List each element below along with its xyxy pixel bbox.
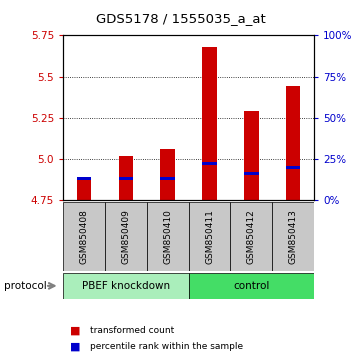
Bar (160, 149, 175, 200)
Bar (188, 273, 314, 299)
Bar (77, 180, 91, 200)
Text: control: control (233, 281, 270, 291)
Bar (202, 47, 217, 200)
Bar (230, 202, 272, 271)
Bar (286, 166, 300, 169)
Text: ■: ■ (70, 326, 81, 336)
Bar (77, 177, 91, 180)
Bar (272, 202, 314, 271)
Bar (202, 162, 217, 165)
Bar (244, 111, 259, 200)
Bar (160, 177, 175, 180)
Text: GSM850413: GSM850413 (289, 209, 298, 264)
Bar (105, 202, 147, 271)
Text: PBEF knockdown: PBEF knockdown (82, 281, 170, 291)
Text: protocol: protocol (4, 281, 46, 291)
Bar (147, 202, 188, 271)
Bar (118, 155, 133, 200)
Text: GSM850412: GSM850412 (247, 209, 256, 264)
Text: transformed count: transformed count (90, 326, 174, 336)
Text: ■: ■ (70, 342, 81, 352)
Bar (286, 86, 300, 200)
Bar (118, 177, 133, 180)
Text: GSM850411: GSM850411 (205, 209, 214, 264)
Text: GSM850408: GSM850408 (79, 209, 88, 264)
Text: percentile rank within the sample: percentile rank within the sample (90, 342, 243, 352)
Bar (63, 202, 105, 271)
Text: GSM850410: GSM850410 (163, 209, 172, 264)
Text: GSM850409: GSM850409 (121, 209, 130, 264)
Bar (244, 172, 259, 175)
Bar (63, 273, 188, 299)
Bar (188, 202, 230, 271)
Text: GDS5178 / 1555035_a_at: GDS5178 / 1555035_a_at (96, 12, 265, 25)
